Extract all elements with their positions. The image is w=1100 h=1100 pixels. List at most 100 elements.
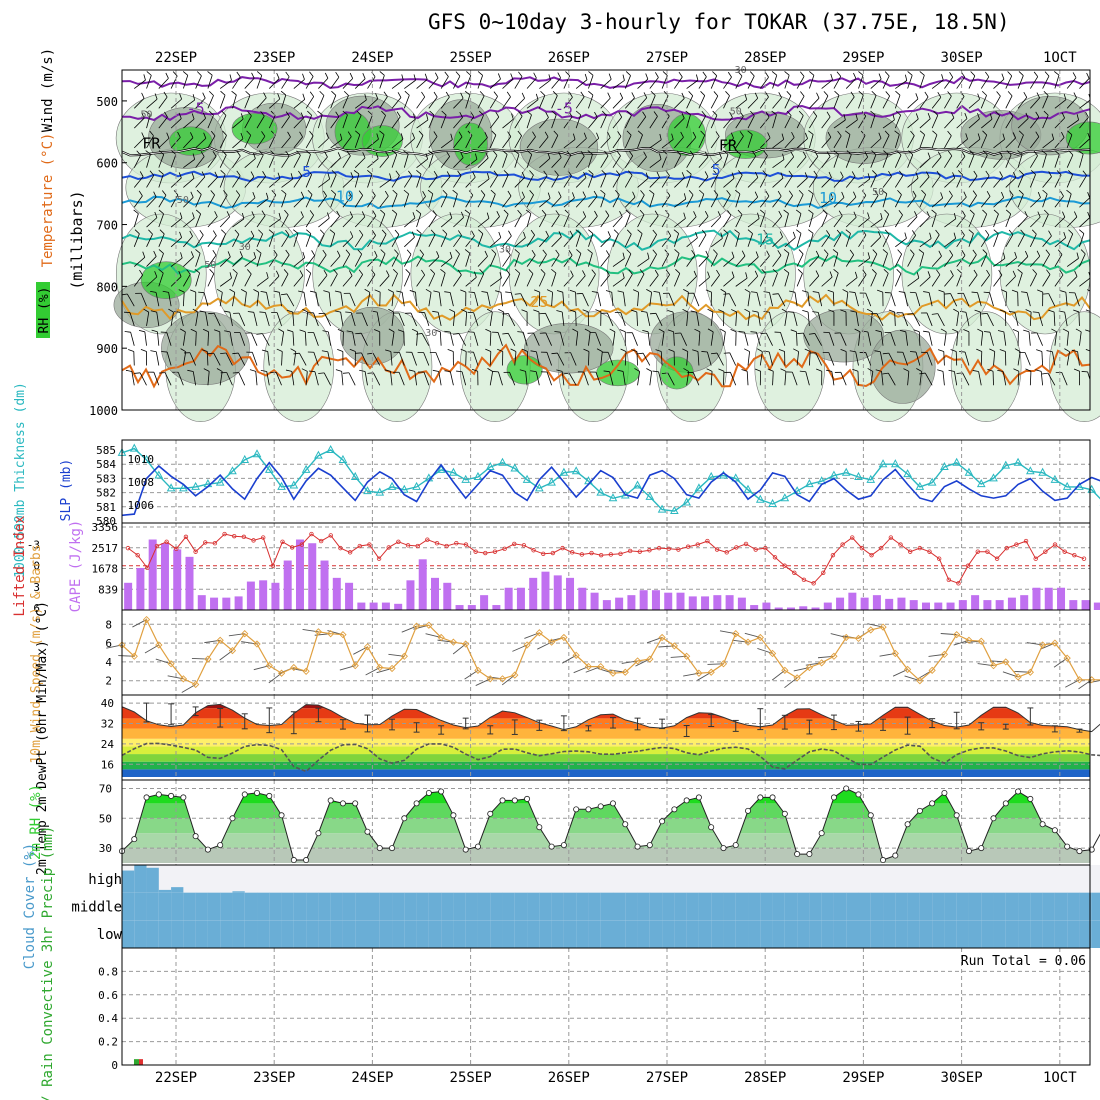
- wind-barb-flag: [872, 170, 877, 175]
- wind-barb: [286, 293, 295, 307]
- wind-barb: [744, 332, 749, 346]
- wind-barb: [730, 372, 737, 386]
- wind-barb-flag: [816, 368, 822, 372]
- wind-barb-flag: [605, 250, 610, 256]
- wind-barb: [232, 175, 241, 188]
- wind-barb: [330, 233, 336, 247]
- wind-barb: [514, 196, 525, 208]
- wind-barb: [497, 332, 503, 346]
- wind-barb-flag: [459, 112, 463, 118]
- wind-speed-point: [953, 630, 961, 639]
- cloud-cell-bg: [932, 865, 945, 893]
- wind-barb: [403, 95, 410, 109]
- wind-barb-flag: [1045, 249, 1050, 255]
- wind-barb-flag: [202, 112, 207, 119]
- wind-barb: [453, 253, 460, 267]
- wind-barb-flag: [896, 269, 902, 274]
- wind-barb-flag: [799, 71, 805, 77]
- wind-barb-flag: [854, 271, 858, 278]
- cloud-cover-cell: [907, 892, 921, 921]
- wind-barb: [611, 292, 614, 307]
- wind-barb-flag: [915, 93, 919, 100]
- wind-barb: [894, 134, 900, 149]
- wind-barb: [440, 233, 448, 247]
- wind-barb-flag: [466, 71, 472, 76]
- wind-barb-flag: [897, 189, 902, 195]
- wind-barb: [845, 176, 856, 188]
- wind-barb-flag: [1085, 349, 1090, 352]
- wind-barb: [870, 371, 874, 386]
- cloud-cell-bg: [416, 865, 430, 893]
- wind-barb: [919, 276, 931, 287]
- wind-speed-point: [192, 680, 200, 689]
- wind-barb-flag: [149, 170, 155, 176]
- cape-bar: [553, 575, 562, 610]
- wind-barb-flag: [1007, 71, 1013, 77]
- lifted-index-point: [550, 550, 556, 556]
- rh-point: [585, 806, 592, 813]
- thickness-point: [682, 497, 691, 506]
- wind-barb: [428, 256, 440, 267]
- wind-barb: [330, 255, 341, 267]
- lifted-index-point: [898, 542, 903, 547]
- wind-barb-flag: [150, 350, 157, 353]
- wind-barb-flag: [737, 71, 743, 77]
- wind-barb: [661, 254, 670, 267]
- wind-barb-flag: [693, 211, 697, 217]
- wind-barb: [931, 255, 942, 267]
- wind-barb-flag: [582, 211, 587, 217]
- lifted-index-point: [347, 550, 353, 555]
- wind-barb: [340, 312, 344, 326]
- cloud-cover-cell: [257, 920, 270, 948]
- wind-barb: [539, 236, 549, 248]
- wind-barb: [133, 274, 143, 287]
- wind-barb-flag: [397, 329, 404, 333]
- wind-barb: [330, 157, 341, 168]
- wind-barb: [146, 75, 152, 89]
- temperature-contour-label: FR: [719, 136, 738, 154]
- wind-barb-flag: [346, 150, 351, 157]
- cape-bar: [983, 600, 992, 610]
- lifted-index-point: [521, 543, 527, 548]
- wind-barb-flag: [904, 232, 907, 239]
- wind-barb-flag: [223, 310, 230, 313]
- wind-barb: [155, 351, 160, 366]
- wind-barb: [342, 136, 352, 149]
- wind-barb: [207, 176, 218, 188]
- wind-barb-flag: [355, 332, 362, 335]
- wind-barb-flag: [995, 110, 1000, 116]
- wind-barb: [281, 351, 283, 366]
- wind-barb-flag: [526, 110, 532, 116]
- wind-barb: [279, 292, 282, 307]
- wind-barb-flag: [190, 328, 197, 333]
- wind-barb-flag: [678, 71, 683, 78]
- wind-barb-flag: [374, 329, 380, 333]
- wind-barb: [735, 277, 748, 287]
- wind-axis-title: 10m Wind Speed (m/s) & Barbs: [29, 544, 44, 763]
- wind-barb-flag: [626, 130, 632, 136]
- wind-barb: [398, 312, 405, 327]
- wind-barb: [379, 195, 389, 208]
- wind-barb: [318, 217, 330, 228]
- rh-point: [1027, 795, 1034, 802]
- wind-barb: [879, 351, 884, 366]
- wind-barb: [698, 95, 706, 109]
- wind-barb: [232, 94, 237, 109]
- wind-barb-flag: [510, 73, 514, 80]
- wind-barb: [977, 292, 982, 307]
- wind-barb-flag: [460, 152, 464, 158]
- wind-barb-flag: [671, 133, 674, 140]
- wind-barb: [870, 253, 878, 267]
- wind-barb: [318, 233, 325, 247]
- wind-barb: [828, 352, 835, 366]
- wind-barb: [956, 96, 965, 109]
- temperature-tick-label: 16: [101, 758, 114, 771]
- cloud-cover-cell: [342, 920, 356, 948]
- wind-barb: [845, 292, 849, 307]
- wind-speed-point: [486, 675, 494, 683]
- wind-barb-flag: [380, 249, 386, 254]
- wind-barb: [489, 175, 498, 188]
- lifted-index-point: [415, 543, 420, 549]
- wind-barb: [379, 213, 386, 228]
- cloud-cover-cell: [502, 892, 516, 921]
